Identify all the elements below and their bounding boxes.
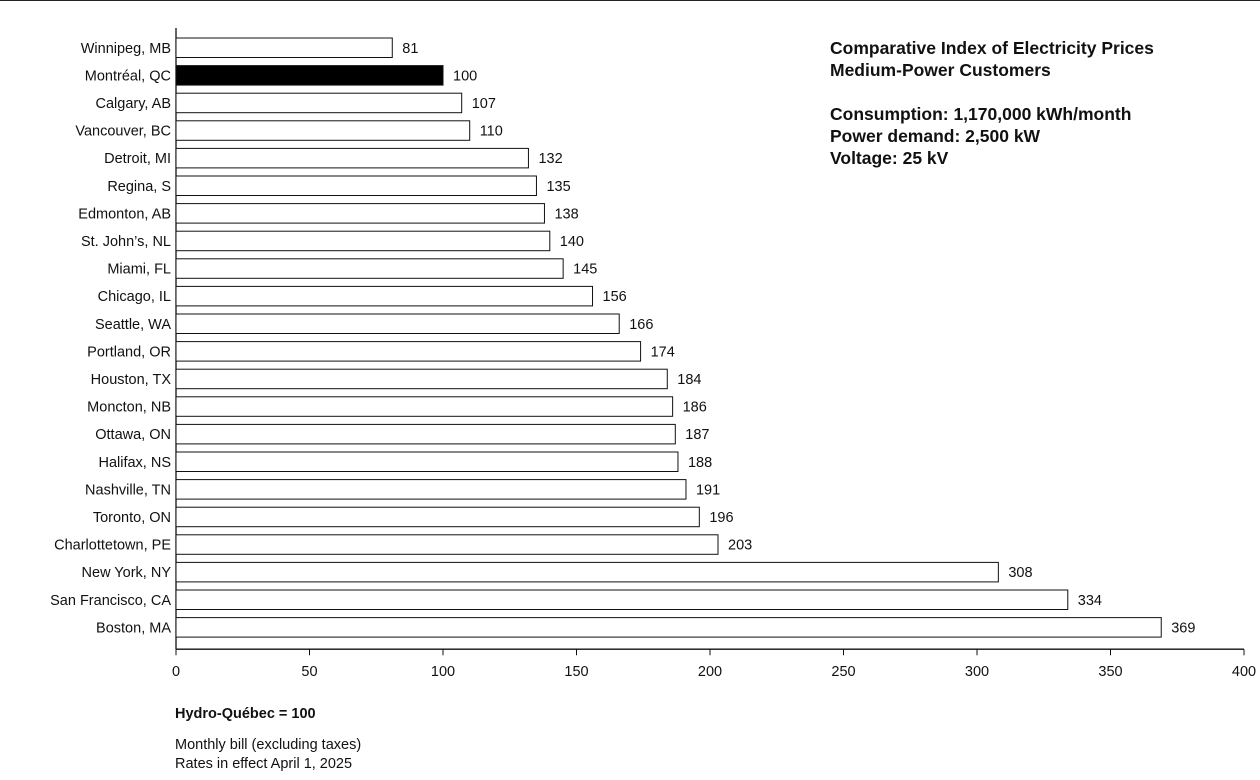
- bar-chicago-il: [175, 285, 594, 307]
- category-label-houston-tx: Houston, TX: [91, 372, 172, 388]
- footer-note-bill: Monthly bill (excluding taxes): [175, 737, 362, 753]
- bar-houston-tx: [175, 368, 668, 390]
- chart-title: Comparative Index of Electricity Prices: [830, 38, 1154, 58]
- category-label-toronto-on: Toronto, ON: [93, 510, 171, 526]
- category-label-chicago-il: Chicago, IL: [98, 289, 171, 305]
- value-label-halifax-ns: 188: [688, 455, 712, 471]
- value-label-vancouver-bc: 110: [480, 124, 503, 140]
- value-label-montreal-qc: 100: [453, 68, 477, 84]
- bar-st-john-s-nl: [175, 230, 551, 252]
- value-label-ottawa-on: 187: [685, 427, 709, 443]
- bar-winnipeg-mb: [175, 37, 393, 58]
- category-label-charlottetown-pe: Charlottetown, PE: [54, 538, 171, 554]
- value-label-nashville-tn: 191: [696, 482, 720, 498]
- x-tick-label-250: 250: [831, 664, 855, 680]
- category-label-halifax-ns: Halifax, NS: [98, 455, 171, 471]
- value-label-portland-or: 174: [651, 344, 675, 360]
- bar-regina-s: [175, 175, 537, 196]
- x-tick-label-50: 50: [301, 664, 317, 680]
- footer-note-rates: Rates in effect April 1, 2025: [175, 756, 353, 772]
- category-label-st-john-s-nl: St. John’s, NL: [81, 234, 171, 250]
- category-label-winnipeg-mb: Winnipeg, MB: [81, 41, 171, 57]
- category-label-portland-or: Portland, OR: [87, 344, 171, 360]
- category-label-detroit-mi: Detroit, MI: [104, 151, 171, 167]
- category-label-moncton-nb: Moncton, NB: [87, 400, 171, 416]
- category-label-vancouver-bc: Vancouver, BC: [75, 124, 171, 140]
- parameter-power-demand: Power demand: 2,500 kW: [830, 126, 1041, 146]
- bar-montreal-qc: [175, 65, 444, 86]
- bar-new-york-ny: [175, 561, 999, 583]
- value-label-san-francisco-ca: 334: [1078, 593, 1102, 609]
- bar-edmonton-ab: [175, 203, 545, 224]
- value-label-seattle-wa: 166: [629, 317, 653, 333]
- bar-miami-fl: [175, 258, 564, 279]
- value-label-calgary-ab: 107: [472, 96, 496, 112]
- category-label-new-york-ny: New York, NY: [82, 565, 172, 581]
- top-rule: [0, 0, 1260, 1]
- category-label-seattle-wa: Seattle, WA: [95, 317, 171, 333]
- category-label-ottawa-on: Ottawa, ON: [95, 427, 171, 443]
- x-tick-label-200: 200: [698, 664, 722, 680]
- chart-title-block: Comparative Index of Electricity Prices …: [830, 37, 1154, 169]
- x-tick-label-350: 350: [1098, 664, 1122, 680]
- bar-chart: Winnipeg, MB 81 Montréal, QC 100 Calgary, AB…: [50, 28, 1256, 680]
- bar-detroit-mi: [175, 147, 529, 169]
- category-label-san-francisco-ca: San Francisco, CA: [50, 593, 171, 609]
- x-tick-label-300: 300: [965, 664, 989, 680]
- value-label-regina-s: 135: [546, 179, 570, 195]
- value-label-chicago-il: 156: [603, 289, 627, 305]
- category-label-miami-fl: Miami, FL: [107, 262, 171, 278]
- index-base-label: Hydro-Québec = 100: [175, 706, 316, 722]
- parameter-voltage: Voltage: 25 kV: [830, 148, 949, 168]
- value-label-charlottetown-pe: 203: [728, 538, 752, 554]
- value-label-detroit-mi: 132: [538, 151, 562, 167]
- chart-footer: Hydro-Québec = 100 Monthly bill (excludi…: [175, 705, 361, 774]
- value-label-moncton-nb: 186: [683, 400, 707, 416]
- bar-calgary-ab: [175, 92, 463, 114]
- bar-ottawa-on: [175, 423, 676, 445]
- bar-nashville-tn: [175, 479, 687, 500]
- bar-moncton-nb: [175, 396, 674, 417]
- value-label-toronto-on: 196: [709, 510, 733, 526]
- category-label-calgary-ab: Calgary, AB: [96, 96, 172, 112]
- value-label-houston-tx: 184: [677, 372, 701, 388]
- value-label-edmonton-ab: 138: [554, 206, 578, 222]
- parameter-consumption: Consumption: 1,170,000 kWh/month: [830, 104, 1132, 124]
- value-label-new-york-ny: 308: [1008, 565, 1032, 581]
- value-label-st-john-s-nl: 140: [560, 234, 584, 250]
- value-label-winnipeg-mb: 81: [402, 41, 418, 57]
- title-spacer: [830, 81, 1154, 103]
- category-label-regina-s: Regina, S: [107, 179, 171, 195]
- bar-toronto-on: [175, 506, 700, 528]
- bar-seattle-wa: [175, 313, 620, 334]
- category-label-boston-ma: Boston, MA: [96, 620, 171, 636]
- value-label-boston-ma: 369: [1171, 620, 1195, 636]
- bar-halifax-ns: [175, 451, 679, 472]
- category-label-montreal-qc: Montréal, QC: [85, 68, 171, 84]
- x-tick-label-0: 0: [172, 664, 180, 680]
- value-label-miami-fl: 145: [573, 262, 597, 278]
- x-tick-label-100: 100: [431, 664, 455, 680]
- category-label-edmonton-ab: Edmonton, AB: [78, 206, 171, 222]
- bar-charlottetown-pe: [175, 534, 719, 555]
- chart-subtitle: Medium-Power Customers: [830, 60, 1051, 80]
- bar-boston-ma: [175, 617, 1162, 638]
- x-tick-label-150: 150: [564, 664, 588, 680]
- bar-vancouver-bc: [175, 120, 471, 141]
- bar-san-francisco-ca: [175, 589, 1069, 610]
- category-label-nashville-tn: Nashville, TN: [85, 482, 171, 498]
- bar-portland-or: [175, 341, 642, 362]
- x-tick-label-400: 400: [1232, 664, 1256, 680]
